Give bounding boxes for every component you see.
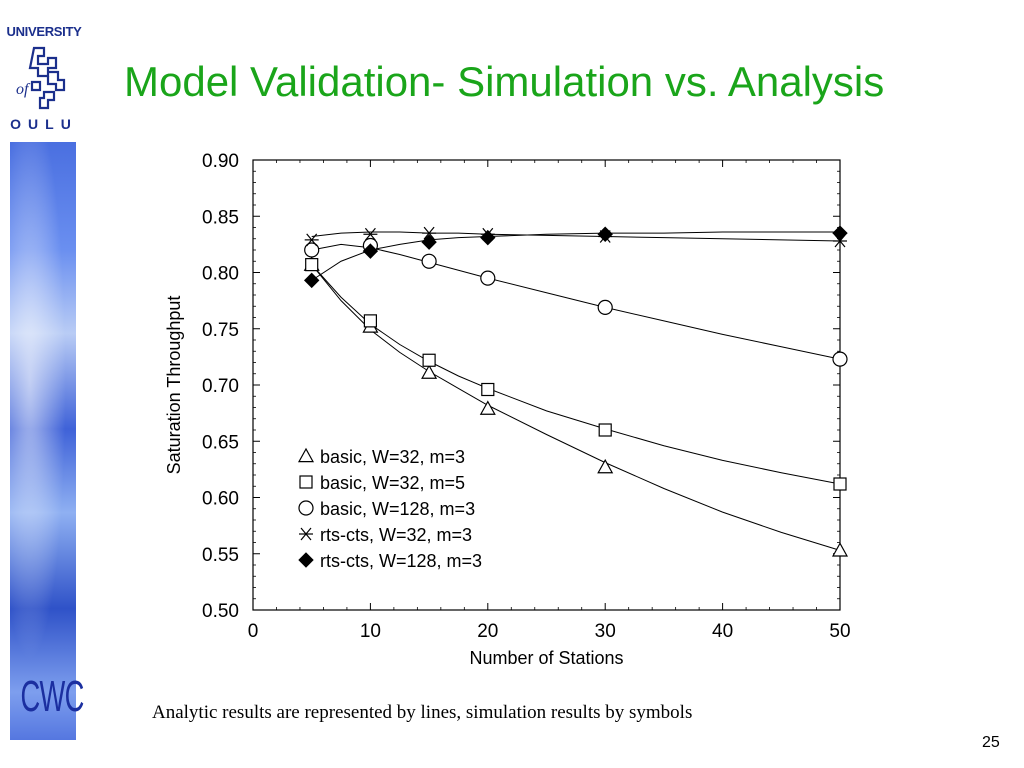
legend-marker-diamond xyxy=(298,552,314,568)
data-point-triangle xyxy=(831,542,849,557)
data-point-triangle xyxy=(597,458,614,474)
series-line-circle xyxy=(311,243,841,360)
decorative-band-glow xyxy=(10,142,76,740)
data-point-circle xyxy=(304,242,320,258)
x-tick-label: 0 xyxy=(248,621,259,642)
data-point-diamond xyxy=(303,272,320,289)
data-point-square xyxy=(305,258,319,272)
throughput-chart: 0 10 20 30 40 50 0.50 0.55 0.60 0.65 0.70 0.75 0.80 0… xyxy=(150,140,870,685)
y-tick-label: 0.55 xyxy=(202,545,239,566)
university-logo: UNIVERSITY of OULU xyxy=(6,24,82,134)
data-point-asterisk xyxy=(304,233,319,247)
data-point-diamond xyxy=(597,226,613,242)
data-point-asterisk xyxy=(422,226,437,240)
legend-marker-asterisk xyxy=(299,527,313,541)
legend-label: basic, W=32, m=3 xyxy=(320,447,465,467)
y-tick-label: 0.70 xyxy=(202,376,239,397)
y-tick-label: 0.80 xyxy=(202,264,239,285)
legend-marker-square xyxy=(299,475,313,489)
asterisk-stroke xyxy=(300,527,312,541)
logo-bottom-text: OULU xyxy=(10,116,78,132)
data-point-circle xyxy=(597,299,613,315)
y-tick-label: 0.85 xyxy=(202,207,239,228)
data-point-diamond xyxy=(832,225,848,241)
y-tick-label: 0.75 xyxy=(202,320,239,341)
data-point-square xyxy=(598,423,612,437)
slide-title: Model Validation- Simulation vs. Analysi… xyxy=(124,58,885,105)
chart-svg: 0 10 20 30 40 50 0.50 0.55 0.60 0.65 0.70 0.75 0.80 0… xyxy=(164,151,851,668)
x-tick-label: 50 xyxy=(829,621,850,642)
page-number: 25 xyxy=(982,734,1000,751)
logo-top-text: UNIVERSITY xyxy=(6,24,82,39)
data-point-square xyxy=(481,382,495,397)
sidebar: UNIVERSITY of OULU CWC xyxy=(0,0,84,768)
x-tick-label: 20 xyxy=(477,621,498,642)
legend-label: basic, W=128, m=3 xyxy=(320,499,475,519)
y-tick-label: 0.50 xyxy=(202,601,239,622)
cwc-logo-text: CWC xyxy=(20,672,84,721)
data-point-square xyxy=(363,314,377,328)
logo-emblem-icon: of xyxy=(14,42,74,114)
data-point-square xyxy=(422,353,436,367)
x-tick-label: 10 xyxy=(360,621,381,642)
legend-marker-circle xyxy=(298,500,314,516)
asterisk-stroke xyxy=(423,226,435,240)
asterisk-stroke xyxy=(364,227,376,241)
x-tick-label: 30 xyxy=(595,621,616,642)
legend-marker-triangle xyxy=(297,447,315,463)
data-point-diamond xyxy=(362,243,379,259)
data-point-square xyxy=(833,477,847,491)
data-point-triangle xyxy=(421,364,438,379)
legend-label: rts-cts, W=32, m=3 xyxy=(320,525,472,545)
logo-of-text: of xyxy=(16,81,31,98)
y-tick-label: 0.90 xyxy=(202,151,239,172)
data-point-triangle xyxy=(479,400,496,415)
legend-label: rts-cts, W=128, m=3 xyxy=(320,551,482,571)
y-axis-label: Saturation Throughput xyxy=(164,296,184,475)
x-tick-label: 40 xyxy=(712,621,733,642)
x-axis-label: Number of Stations xyxy=(469,648,623,668)
y-tick-label: 0.65 xyxy=(202,432,239,453)
asterisk-stroke xyxy=(306,233,318,247)
data-point-circle xyxy=(480,270,496,286)
data-point-diamond xyxy=(421,234,437,250)
y-tick-label: 0.60 xyxy=(202,489,239,510)
data-point-diamond xyxy=(480,229,496,246)
data-point-asterisk xyxy=(363,227,378,241)
slide-caption: Analytic results are represented by line… xyxy=(152,702,693,723)
data-point-circle xyxy=(421,253,437,269)
data-point-circle xyxy=(832,351,848,367)
legend-label: basic, W=32, m=5 xyxy=(320,473,465,493)
